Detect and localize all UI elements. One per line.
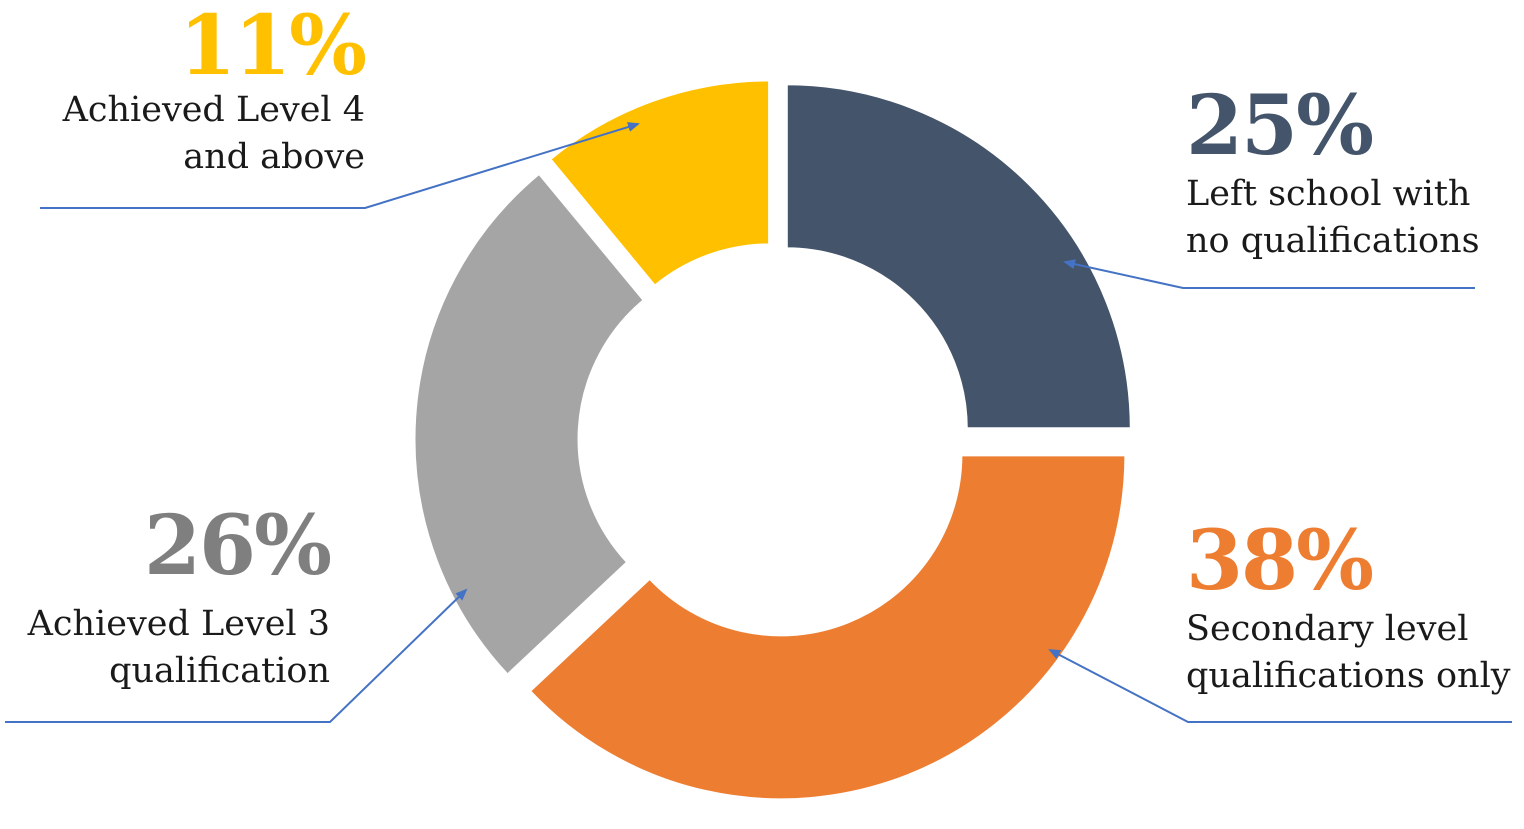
donut-slices xyxy=(412,78,1133,802)
leader-level3 xyxy=(5,588,468,723)
data-label-level3-pct: 26% xyxy=(143,498,332,594)
leader-secondary xyxy=(1048,649,1512,723)
slice-level4 xyxy=(547,78,772,289)
leader-lines xyxy=(5,122,1512,723)
callout-secondary: 38% Secondary level qualifications only xyxy=(1186,520,1516,700)
slice-level3 xyxy=(412,171,647,678)
data-label-level4-pct: 11% xyxy=(178,0,367,94)
data-label-secondary-text: Secondary level qualifications only xyxy=(1186,606,1516,700)
slice-secondary xyxy=(527,453,1128,802)
callout-no-qualifications: 25% Left school with no qualifications xyxy=(1186,85,1516,265)
level4-label-line2: and above xyxy=(183,137,365,177)
noqual-label-line2: no qualifications xyxy=(1186,221,1480,261)
callout-level4: 11% Achieved Level 4 and above xyxy=(40,0,367,181)
data-label-secondary-pct: 38% xyxy=(1186,513,1374,609)
leader-noqual xyxy=(1063,259,1475,289)
secondary-label-line2: qualifications only xyxy=(1186,656,1511,696)
data-label-noqual-pct: 25% xyxy=(1186,78,1374,174)
data-label-level4-text: Achieved Level 4 and above xyxy=(40,87,365,181)
noqual-label-line1: Left school with xyxy=(1186,174,1471,214)
callout-level3: 26% Achieved Level 3 qualification xyxy=(0,498,332,695)
level3-label-line2: qualification xyxy=(109,651,330,691)
leader-level4 xyxy=(40,122,640,209)
data-label-level3-text: Achieved Level 3 qualification xyxy=(0,601,330,695)
secondary-label-line1: Secondary level xyxy=(1186,609,1469,649)
slice-no-qualifications xyxy=(784,82,1133,431)
level3-label-line1: Achieved Level 3 xyxy=(27,604,330,644)
level4-label-line1: Achieved Level 4 xyxy=(62,90,365,130)
data-label-noqual-text: Left school with no qualifications xyxy=(1186,171,1516,265)
